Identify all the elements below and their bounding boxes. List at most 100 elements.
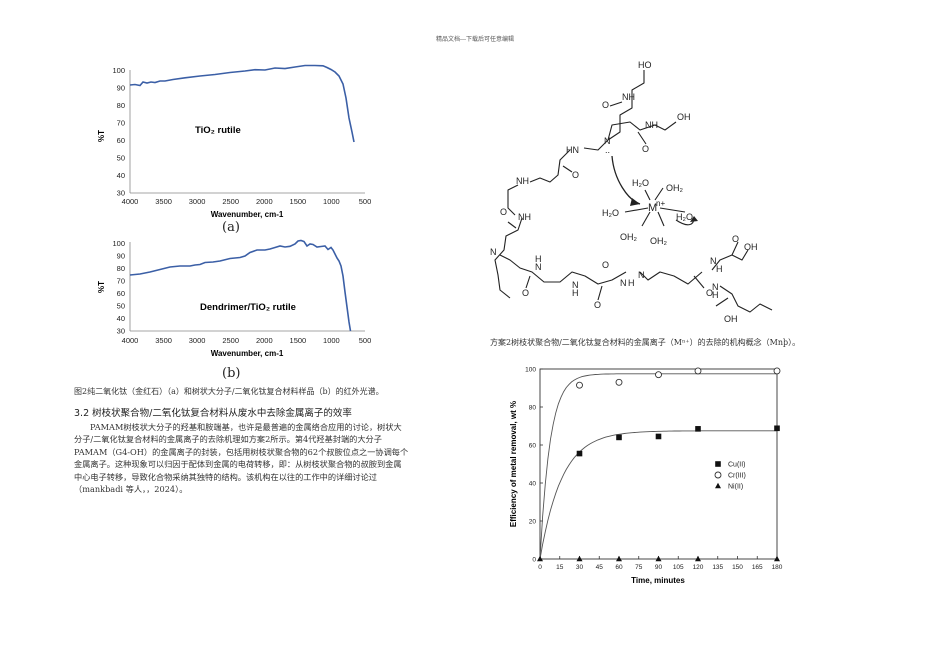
- y-tick-label: 80: [529, 405, 537, 412]
- atom-label: NH: [518, 212, 531, 222]
- x-tick-label: 30: [576, 564, 584, 571]
- atom-label: O: [602, 260, 609, 270]
- xtick-label: 4000: [122, 336, 139, 345]
- x-tick-label: 60: [615, 564, 623, 571]
- chemical-structure-scheme: HO NH O NH OH N .. O HN O NH O NH N N H …: [490, 60, 773, 324]
- data-point: [774, 425, 780, 432]
- x-axis-label: Wavenumber, cm-1: [211, 210, 284, 219]
- paragraph-line: PAMAM树枝状大分子的羟基和胺端基，也许是最普遍的金属络合应用的讨论，树状大: [90, 422, 402, 432]
- atom-label: O: [500, 207, 507, 217]
- xtick-label: 3500: [155, 197, 172, 206]
- xtick-label: 1500: [290, 197, 307, 206]
- spectrum-curve: [129, 64, 355, 143]
- ytick-label: 80: [117, 101, 125, 110]
- xtick-label: 4000: [122, 197, 139, 206]
- atom-label: H: [712, 290, 719, 300]
- ytick-label: 70: [117, 277, 125, 286]
- ytick-label: 40: [117, 171, 125, 180]
- atom-label: NH: [645, 120, 658, 130]
- x-axis-label: Time, minutes: [631, 576, 685, 585]
- figure-2-caption: 图2纯二氧化钛（金红石）（a）和树状大分子/二氧化钛复合材料样品（b）的红外光谱…: [74, 387, 384, 396]
- water-ligand: OH₂: [620, 232, 638, 242]
- ytick-label: 90: [117, 84, 125, 93]
- legend-marker: [714, 471, 722, 479]
- ytick-label: 100: [112, 66, 125, 75]
- atom-label: O: [602, 100, 609, 110]
- metal-charge: n+: [656, 199, 665, 208]
- data-point: [655, 371, 662, 379]
- ytick-label: 70: [117, 119, 125, 128]
- atom-label: N: [710, 256, 717, 266]
- atom-label: HN: [566, 145, 579, 155]
- x-tick-label: 135: [712, 564, 723, 571]
- y-tick-label: 20: [529, 519, 537, 526]
- atom-label: N: [638, 270, 645, 280]
- xtick-label: 2500: [222, 197, 239, 206]
- y-tick-label: 0: [532, 557, 536, 564]
- water-ligand: H₂O: [676, 212, 693, 222]
- x-tick-label: 165: [752, 564, 763, 571]
- y-tick-label: 100: [525, 367, 536, 374]
- data-point: [695, 426, 701, 432]
- paragraph-line: 分子/二氧化钛复合材料的金属离子的去除机理如方案2所示。第4代羟基封端的大分子: [74, 434, 382, 445]
- water-ligand: H₂O: [632, 178, 649, 188]
- ytick-label: 30: [117, 327, 125, 336]
- data-point: [616, 434, 622, 441]
- atom-label: HO: [638, 60, 652, 70]
- atom-label: N: [572, 280, 579, 290]
- ytick-label: 50: [117, 302, 125, 311]
- atom-label: H: [628, 278, 635, 288]
- atom-label: H: [716, 264, 723, 274]
- xtick-label: 3500: [155, 336, 172, 345]
- ytick-label: 30: [117, 189, 125, 198]
- data-point: [773, 367, 781, 375]
- data-point: [576, 450, 583, 457]
- ytick-label: 60: [117, 136, 125, 145]
- spectrum-curve: [129, 239, 352, 332]
- data-point: [615, 378, 623, 386]
- scheme-2-caption: 方案2树枝状聚合物/二氧化钛复合材料的金属离子（Mⁿ⁺）的去除的机构概念（Mnþ…: [490, 338, 801, 347]
- paragraph-line: 金属离子。这种现象可以归因于配体到金属的电荷转移，即：从树枝状聚合物的叔胺到金属: [74, 459, 402, 470]
- data-point: [655, 433, 662, 440]
- x-tick-label: 150: [732, 564, 743, 571]
- x-tick-label: 15: [556, 564, 564, 571]
- legend-marker: [715, 461, 721, 467]
- ytick-label: 90: [117, 252, 125, 261]
- data-point: [616, 555, 622, 562]
- ytick-label: 40: [117, 314, 125, 323]
- atom-label: H: [572, 288, 579, 298]
- atom-label: OH: [744, 242, 758, 252]
- atom-label: O: [732, 234, 739, 244]
- ytick-label: 50: [117, 154, 125, 163]
- atom-label: H: [535, 254, 542, 264]
- x-tick-label: 75: [635, 564, 643, 571]
- ir-spectrum-b: 100 90 80 70 60 50 40 30 4000 3500 3000 …: [97, 239, 371, 358]
- atom-label: N: [490, 247, 497, 257]
- ir-spectrum-a: 100 90 80 70 60 50 40 30 4000 3500 3000 …: [97, 64, 371, 219]
- y-tick-label: 40: [529, 481, 537, 488]
- xtick-label: 2000: [256, 336, 273, 345]
- xtick-label: 3000: [189, 197, 206, 206]
- legend-label: Cu(II): [728, 462, 746, 469]
- xtick-label: 1000: [323, 336, 340, 345]
- atom-label: ..: [605, 145, 610, 155]
- atom-label: N: [535, 262, 542, 272]
- atom-label: O: [522, 288, 529, 298]
- x-axis-label: Wavenumber, cm-1: [211, 349, 284, 358]
- atom-label: NH: [516, 176, 529, 186]
- atom-label: O: [642, 144, 649, 154]
- x-tick-label: 45: [596, 564, 604, 571]
- x-tick-label: 120: [693, 564, 704, 571]
- section-heading: 3.2 树枝状聚合物/二氧化钛复合材料从废水中去除金属离子的效率: [74, 408, 352, 419]
- xtick-label: 2500: [222, 336, 239, 345]
- legend-marker: [715, 482, 721, 489]
- xtick-label: 2000: [256, 197, 273, 206]
- atom-label: O: [706, 288, 713, 298]
- x-tick-label: 180: [772, 564, 783, 571]
- atom-label: O: [572, 170, 579, 180]
- spectrum-label: TiO₂ rutile: [195, 125, 241, 136]
- atom-label: O: [594, 300, 601, 310]
- metal-removal-chart: 0 15 30 45 60 75 90 105 120 135 150 165 180 0 20 40 60 80…: [509, 367, 783, 586]
- page-header: 精品文档---下载后可任意编辑: [435, 36, 515, 43]
- data-point: [576, 555, 583, 562]
